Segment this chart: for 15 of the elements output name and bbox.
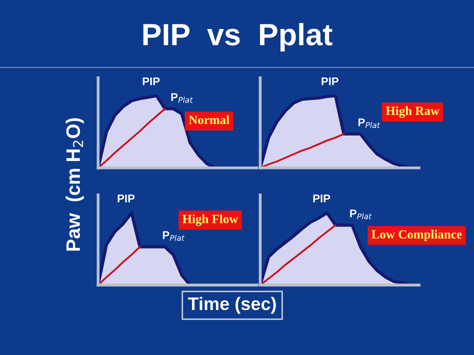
annotation: P$_{Plat}$ (350, 210, 372, 220)
text: PIP (322, 77, 338, 86)
text: PIP (142, 77, 160, 86)
annotation: High Raw (386, 106, 440, 118)
annotation: Low Compliance (372, 230, 462, 242)
annotation: P$_{Plat}$ (171, 93, 193, 103)
annotation: P$_{Plat}$ (162, 231, 185, 241)
annotation: P$_{Plat}$ (358, 118, 380, 128)
y-axis-title: Paw (cm H$_{2}$O) (66, 118, 84, 251)
text: PIP (118, 194, 135, 202)
text: PIP (313, 194, 330, 202)
annotation: High Flow (182, 214, 238, 226)
x-axis-title: Time (sec) (188, 296, 276, 314)
annotation: Normal (188, 115, 230, 124)
chart-title: PIP vs Pplat (143, 23, 332, 52)
